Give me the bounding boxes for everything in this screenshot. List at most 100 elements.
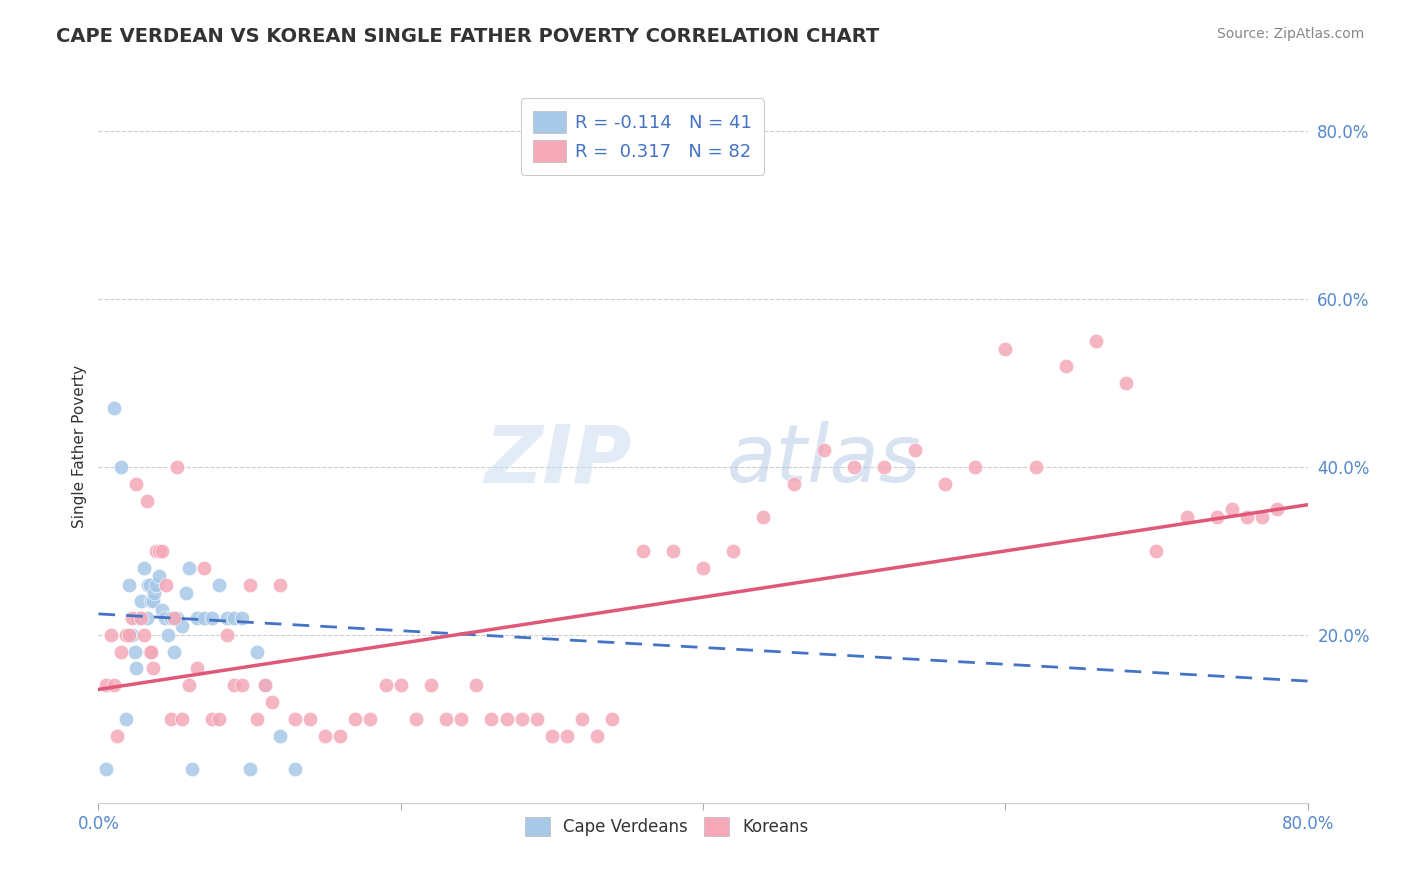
Point	[224, 678, 246, 692]
Point	[170, 712, 193, 726]
Point	[148, 569, 170, 583]
Point	[269, 577, 291, 591]
Point	[141, 594, 163, 608]
Point	[344, 712, 367, 726]
Point	[374, 678, 396, 692]
Point	[181, 762, 204, 776]
Point	[571, 712, 593, 726]
Point	[1115, 376, 1137, 390]
Point	[239, 762, 262, 776]
Point	[127, 611, 149, 625]
Point	[231, 678, 253, 692]
Text: atlas: atlas	[727, 421, 921, 500]
Point	[145, 577, 167, 591]
Point	[150, 603, 173, 617]
Point	[253, 678, 276, 692]
Point	[1206, 510, 1229, 524]
Point	[153, 611, 176, 625]
Point	[143, 586, 166, 600]
Point	[201, 611, 224, 625]
Y-axis label: Single Father Poverty: Single Father Poverty	[72, 365, 87, 527]
Point	[118, 577, 141, 591]
Point	[661, 544, 683, 558]
Point	[526, 712, 548, 726]
Point	[1175, 510, 1198, 524]
Point	[125, 476, 148, 491]
Text: CAPE VERDEAN VS KOREAN SINGLE FATHER POVERTY CORRELATION CHART: CAPE VERDEAN VS KOREAN SINGLE FATHER POV…	[56, 27, 880, 45]
Point	[145, 544, 167, 558]
Point	[420, 678, 443, 692]
Point	[239, 577, 262, 591]
Point	[405, 712, 427, 726]
Point	[193, 611, 215, 625]
Point	[201, 712, 224, 726]
Point	[100, 628, 122, 642]
Point	[110, 645, 132, 659]
Point	[141, 645, 163, 659]
Point	[215, 628, 238, 642]
Point	[1220, 502, 1243, 516]
Point	[148, 544, 170, 558]
Point	[329, 729, 352, 743]
Point	[904, 443, 927, 458]
Point	[136, 577, 159, 591]
Point	[1085, 334, 1108, 348]
Point	[692, 560, 714, 574]
Point	[155, 577, 177, 591]
Point	[150, 544, 173, 558]
Point	[284, 762, 307, 776]
Point	[129, 594, 152, 608]
Point	[170, 619, 193, 633]
Point	[1251, 510, 1274, 524]
Point	[510, 712, 533, 726]
Point	[481, 712, 503, 726]
Point	[873, 460, 896, 475]
Point	[1144, 544, 1167, 558]
Point	[246, 645, 269, 659]
Point	[231, 611, 253, 625]
Point	[103, 678, 125, 692]
Point	[132, 628, 155, 642]
Point	[262, 695, 284, 709]
Point	[118, 628, 141, 642]
Point	[94, 678, 117, 692]
Point	[752, 510, 775, 524]
Point	[163, 611, 186, 625]
Point	[166, 460, 188, 475]
Point	[602, 712, 624, 726]
Point	[934, 476, 956, 491]
Point	[844, 460, 866, 475]
Point	[434, 712, 457, 726]
Point	[783, 476, 806, 491]
Point	[142, 661, 165, 675]
Point	[314, 729, 336, 743]
Point	[450, 712, 472, 726]
Text: Source: ZipAtlas.com: Source: ZipAtlas.com	[1216, 27, 1364, 41]
Point	[555, 729, 578, 743]
Point	[105, 729, 128, 743]
Point	[110, 460, 132, 475]
Point	[186, 661, 208, 675]
Point	[179, 678, 201, 692]
Point	[813, 443, 835, 458]
Point	[994, 343, 1017, 357]
Point	[94, 762, 117, 776]
Point	[135, 611, 157, 625]
Point	[135, 493, 157, 508]
Point	[103, 401, 125, 416]
Point	[1236, 510, 1258, 524]
Point	[160, 712, 183, 726]
Point	[540, 729, 562, 743]
Point	[269, 729, 291, 743]
Point	[186, 611, 208, 625]
Point	[166, 611, 188, 625]
Point	[121, 628, 143, 642]
Point	[1024, 460, 1046, 475]
Point	[124, 645, 146, 659]
Point	[163, 645, 186, 659]
Point	[160, 611, 183, 625]
Point	[253, 678, 276, 692]
Point	[299, 712, 322, 726]
Point	[723, 544, 745, 558]
Legend: Cape Verdeans, Koreans: Cape Verdeans, Koreans	[516, 809, 817, 845]
